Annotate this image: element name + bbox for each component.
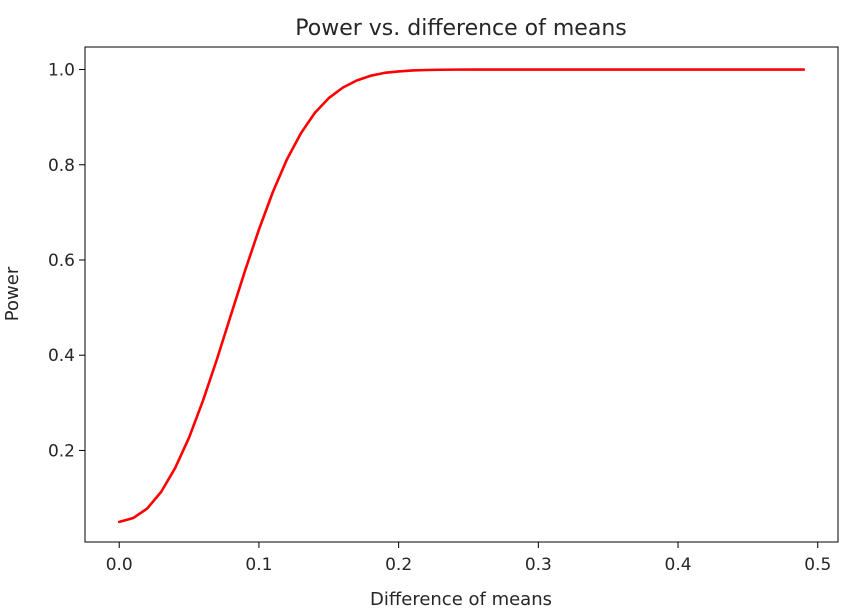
y-tick-label: 0.2 xyxy=(48,441,75,461)
y-tick-label: 0.6 xyxy=(48,251,75,271)
x-tick-label: 0.0 xyxy=(106,555,133,575)
chart-title: Power vs. difference of means xyxy=(295,16,626,41)
y-tick-label: 1.0 xyxy=(48,61,75,81)
x-axis: 0.0 0.1 0.2 0.3 0.4 0.5 xyxy=(106,542,831,575)
y-axis-label: Power xyxy=(2,266,23,321)
series-layer xyxy=(117,68,806,524)
x-tick-label: 0.4 xyxy=(665,555,692,575)
y-tick-label: 0.8 xyxy=(48,156,75,176)
y-axis: 0.2 0.4 0.6 0.8 1.0 xyxy=(48,61,85,461)
power-curve-line xyxy=(117,68,806,524)
x-tick-label: 0.1 xyxy=(245,555,272,575)
x-axis-label: Difference of means xyxy=(370,589,552,610)
x-tick-label: 0.2 xyxy=(385,555,412,575)
plot-frame xyxy=(84,46,839,543)
y-tick-label: 0.4 xyxy=(48,346,75,366)
x-tick-label: 0.3 xyxy=(525,555,552,575)
x-tick-label: 0.5 xyxy=(804,555,831,575)
